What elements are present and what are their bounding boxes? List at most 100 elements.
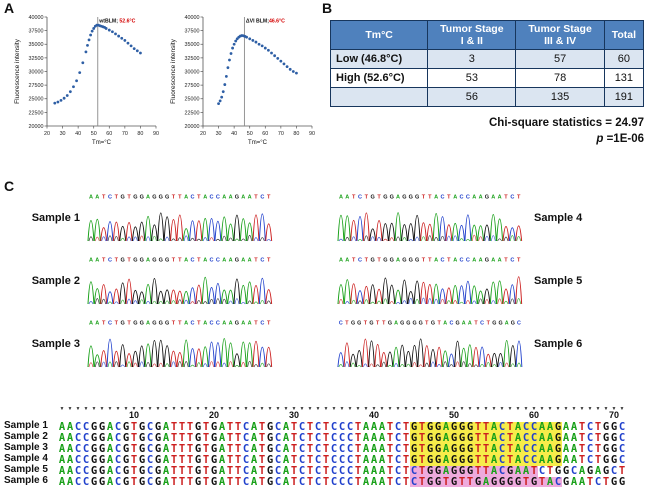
seq-char: G: [490, 476, 498, 487]
ruler-tick-icon: ▼: [443, 406, 449, 412]
seq-char: G: [562, 465, 570, 477]
table-header: Total: [603, 19, 645, 51]
seq-char: A: [282, 443, 290, 455]
seq-char: T: [482, 432, 490, 444]
seq-char: A: [162, 476, 170, 487]
ruler-tick-icon: ▼: [107, 406, 113, 412]
seq-char: G: [98, 465, 106, 477]
ruler-tick-icon: ▼: [475, 406, 481, 412]
table-cell: 3: [427, 49, 517, 70]
seq-char: T: [322, 443, 330, 455]
chromatogram-sample-label: Sample 2: [31, 275, 80, 287]
svg-text:90: 90: [309, 131, 315, 137]
seq-char: G: [90, 476, 98, 487]
seq-char: A: [362, 432, 370, 444]
seq-char: G: [210, 421, 218, 433]
svg-text:C: C: [480, 320, 484, 326]
svg-text:A: A: [222, 257, 226, 263]
seq-char: C: [74, 476, 82, 487]
svg-text:A: A: [453, 194, 457, 200]
ruler-tick-icon: ▼: [387, 406, 393, 412]
svg-text:70: 70: [278, 131, 284, 137]
seq-char: T: [290, 476, 298, 487]
svg-text:A: A: [89, 257, 93, 263]
seq-char: T: [386, 454, 394, 466]
svg-text:70: 70: [122, 131, 128, 137]
ruler-tick-icon: ▼: [531, 406, 537, 412]
svg-text:G: G: [152, 320, 156, 326]
seq-char: G: [194, 432, 202, 444]
svg-text:T: T: [172, 257, 176, 263]
svg-text:A: A: [339, 257, 343, 263]
svg-text:A: A: [491, 194, 495, 200]
svg-text:A: A: [248, 257, 252, 263]
svg-text:A: A: [479, 257, 483, 263]
ruler-number: 10: [128, 410, 139, 420]
svg-text:50: 50: [247, 131, 253, 137]
seq-char: C: [242, 443, 250, 455]
seq-char: T: [474, 421, 482, 433]
table-row: 56 135 191: [329, 87, 645, 108]
seq-char: C: [74, 421, 82, 433]
seq-char: T: [202, 443, 210, 455]
svg-text:G: G: [371, 194, 375, 200]
svg-text:wtBLM; 52.6°C: wtBLM; 52.6°C: [98, 19, 135, 25]
seq-char: A: [218, 454, 226, 466]
svg-text:35000: 35000: [29, 42, 44, 48]
seq-char: A: [378, 454, 386, 466]
svg-text:G: G: [235, 194, 239, 200]
seq-char: A: [442, 421, 450, 433]
seq-char: G: [610, 421, 618, 433]
svg-text:T: T: [487, 320, 491, 326]
seq-char: C: [570, 465, 578, 477]
svg-text:A: A: [345, 194, 349, 200]
seq-char: G: [458, 432, 466, 444]
seq-char: C: [394, 476, 402, 487]
svg-text:T: T: [115, 257, 119, 263]
svg-text:A: A: [462, 320, 466, 326]
seq-char: G: [602, 454, 610, 466]
seq-char: T: [418, 465, 426, 477]
svg-text:C: C: [108, 257, 112, 263]
seq-char: C: [618, 432, 626, 444]
alignment-sample-label: Sample 1: [4, 420, 48, 431]
svg-text:22500: 22500: [29, 110, 44, 116]
seq-char: C: [242, 454, 250, 466]
svg-text:A: A: [491, 257, 495, 263]
seq-char: T: [226, 432, 234, 444]
seq-char: T: [474, 443, 482, 455]
svg-text:G: G: [235, 320, 239, 326]
svg-text:A: A: [453, 257, 457, 263]
seq-char: G: [154, 465, 162, 477]
seq-char: T: [186, 443, 194, 455]
seq-char: T: [290, 465, 298, 477]
seq-char: A: [546, 421, 554, 433]
seq-char: C: [114, 443, 122, 455]
svg-text:A: A: [443, 320, 447, 326]
seq-char: T: [306, 465, 314, 477]
ruler-tick-icon: ▼: [331, 406, 337, 412]
seq-char: A: [442, 443, 450, 455]
seq-char: G: [426, 465, 434, 477]
ruler-tick-icon: ▼: [251, 406, 257, 412]
seq-char: C: [298, 476, 306, 487]
chromatogram-sample-label: Sample 4: [534, 212, 583, 224]
ruler-tick-icon: ▼: [147, 406, 153, 412]
seq-char: C: [498, 454, 506, 466]
seq-char: A: [162, 421, 170, 433]
ruler-tick-icon: ▼: [211, 406, 217, 412]
seq-char: C: [330, 454, 338, 466]
seq-char: G: [554, 421, 562, 433]
svg-text:T: T: [267, 257, 271, 263]
seq-char: C: [394, 454, 402, 466]
svg-text:50: 50: [91, 131, 97, 137]
svg-text:G: G: [485, 257, 489, 263]
seq-char: T: [170, 443, 178, 455]
tm-table: Tm°C Tumor Stage I & II Tumor Stage III & IV…: [329, 19, 645, 108]
seq-char: T: [354, 432, 362, 444]
svg-text:C: C: [108, 320, 112, 326]
seq-char: C: [410, 465, 418, 477]
seq-char: T: [458, 476, 466, 487]
seq-char: A: [538, 432, 546, 444]
